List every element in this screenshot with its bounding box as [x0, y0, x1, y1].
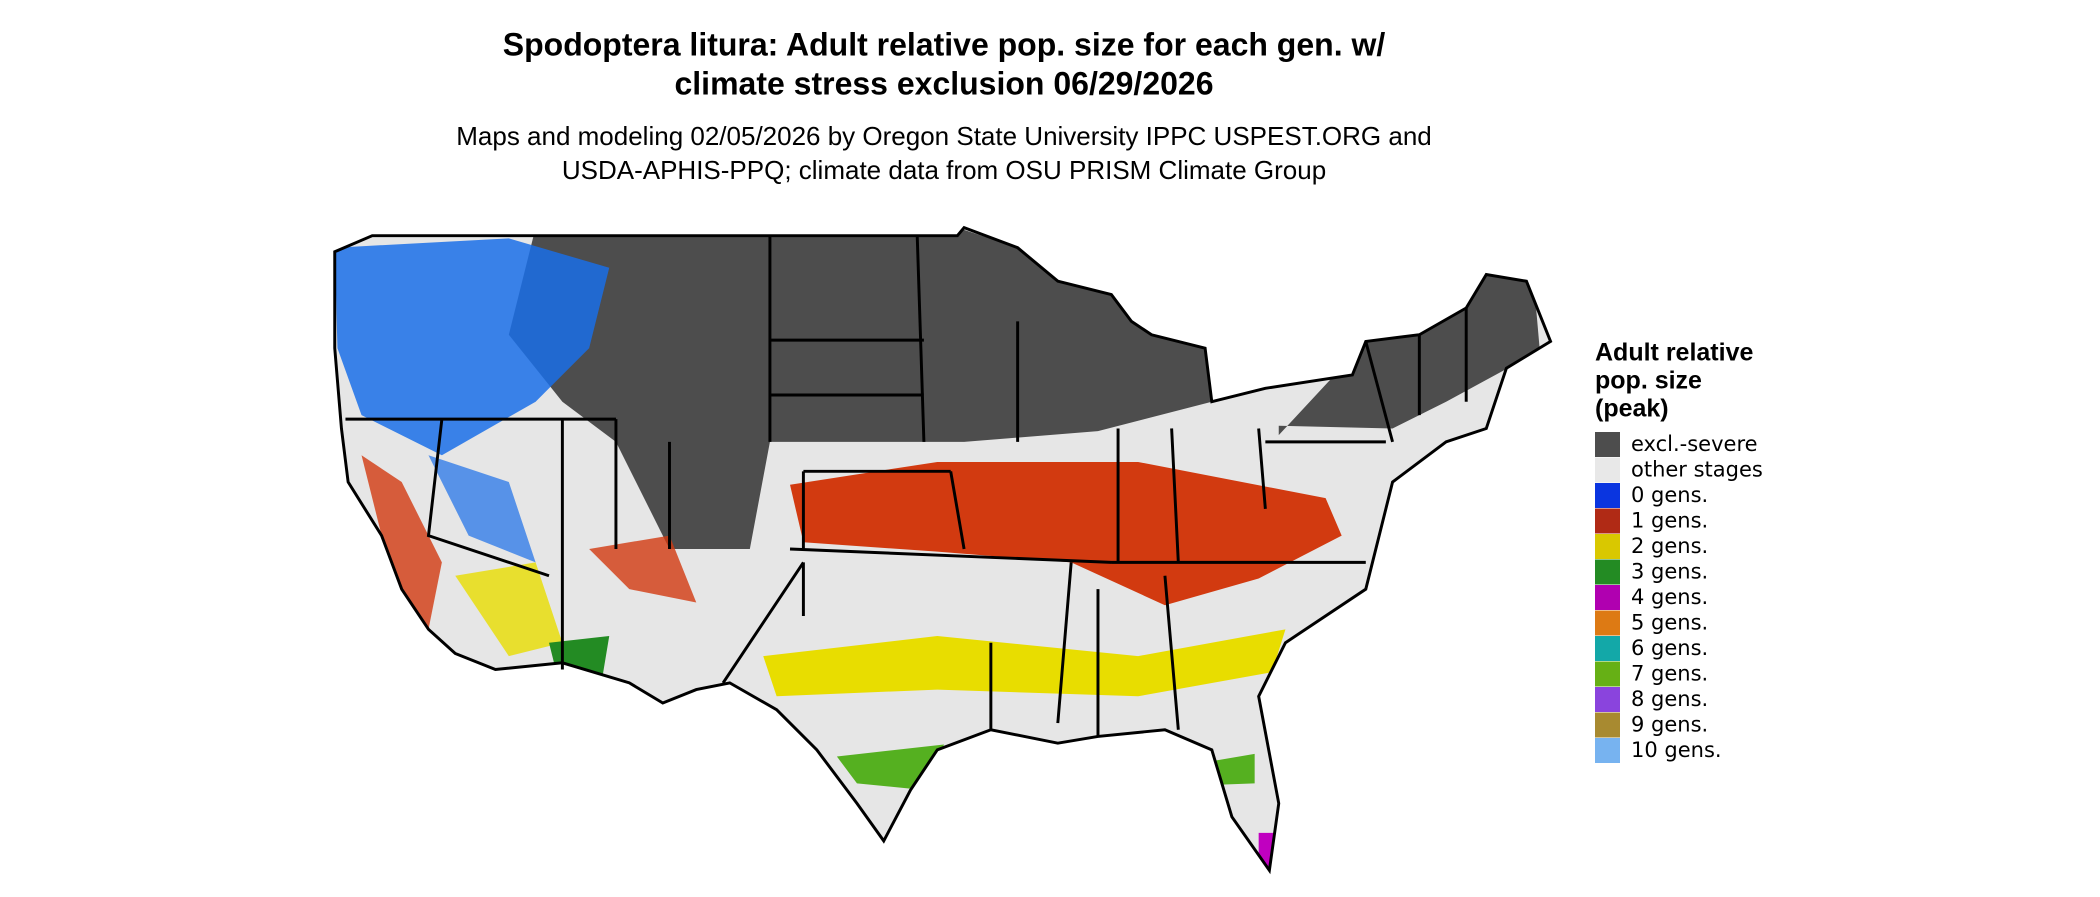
country-outline: [333, 225, 1553, 875]
legend-label: 8 gens.: [1631, 687, 1708, 711]
one-gen-region: [790, 461, 1342, 606]
legend-swatch: [1595, 636, 1620, 661]
legend-swatch: [1595, 585, 1620, 610]
legend-title: (peak): [1595, 395, 1669, 423]
legend-swatch: [1595, 457, 1620, 483]
legend-label: 5 gens.: [1631, 611, 1708, 635]
legend-swatch: [1595, 483, 1620, 508]
map-fill: [334, 227, 1551, 871]
title-line: climate stress exclusion 06/29/2026: [674, 65, 1213, 101]
legend-swatch: [1595, 534, 1620, 559]
legend-label: 1 gens.: [1631, 509, 1708, 533]
two-gen-region: [763, 629, 1286, 697]
legend-label: 6 gens.: [1631, 636, 1708, 660]
legend-swatch: [1595, 610, 1620, 636]
us-map: [333, 225, 1553, 875]
legend-title: Adult relative: [1595, 339, 1753, 367]
subtitle-line: Maps and modeling 02/05/2026 by Oregon S…: [456, 121, 1432, 151]
legend-swatch: [1595, 712, 1620, 738]
legend-label: 9 gens.: [1631, 713, 1708, 737]
one-gen-region: [361, 455, 442, 630]
legend-swatch: [1595, 687, 1620, 712]
one-gen-region: [589, 535, 697, 603]
zero-gen-region: [334, 238, 610, 456]
two-gen-region: [455, 562, 563, 657]
excluded-region: [508, 227, 1219, 549]
legend-swatch: [1595, 559, 1620, 585]
legend-swatch: [1595, 508, 1620, 534]
subtitle-line: USDA-APHIS-PPQ; climate data from OSU PR…: [562, 155, 1326, 185]
legend-swatch: [1595, 661, 1620, 687]
legend-label: 4 gens.: [1631, 585, 1708, 609]
state-borders: [333, 225, 1553, 875]
legend-label: 7 gens.: [1631, 662, 1708, 686]
legend-label: excl.-severe: [1631, 432, 1758, 456]
zero-gen-region: [428, 455, 536, 563]
legend-label: 3 gens.: [1631, 560, 1708, 584]
legend-label: other stages: [1631, 458, 1763, 482]
legend-title: pop. size: [1595, 367, 1702, 395]
legend-label: 0 gens.: [1631, 483, 1708, 507]
legend-label: 10 gens.: [1631, 738, 1722, 762]
title-line: Spodoptera litura: Adult relative pop. s…: [503, 26, 1386, 62]
three-gen-region: [548, 636, 610, 677]
seven-gen-region: [1215, 753, 1255, 785]
legend-label: 2 gens.: [1631, 534, 1708, 558]
legend-swatch: [1595, 432, 1620, 457]
excluded-region: [1278, 267, 1540, 436]
legend-swatch: [1595, 738, 1620, 763]
